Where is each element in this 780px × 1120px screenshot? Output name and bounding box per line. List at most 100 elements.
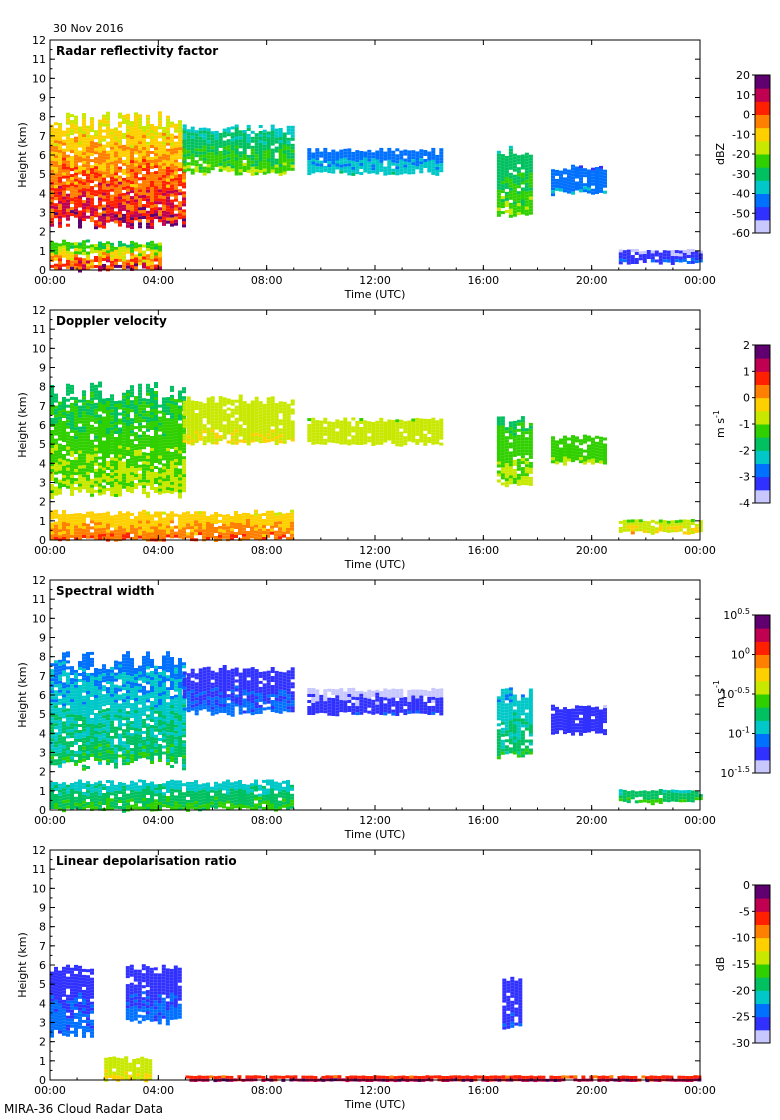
heatmap-cell <box>102 398 106 402</box>
heatmap-cell <box>500 157 505 161</box>
heatmap-cell <box>150 136 154 139</box>
heatmap-cell <box>114 428 118 431</box>
heatmap-cell <box>150 175 154 178</box>
heatmap-cell <box>142 524 146 528</box>
heatmap-cell <box>262 534 266 537</box>
heatmap-cell <box>130 151 134 155</box>
heatmap-cell <box>110 131 114 135</box>
heatmap-cell <box>70 417 74 421</box>
heatmap-cell <box>134 208 138 212</box>
heatmap-cell <box>158 242 162 246</box>
heatmap-cell <box>66 121 70 125</box>
heatmap-cell <box>162 183 166 187</box>
heatmap-cell <box>158 470 162 474</box>
heatmap-cell <box>54 191 58 195</box>
heatmap-cell <box>226 139 231 143</box>
heatmap-cell <box>98 224 102 228</box>
heatmap-cell <box>226 523 230 527</box>
heatmap-cell <box>78 138 82 142</box>
heatmap-cell <box>496 419 501 423</box>
heatmap-cell <box>142 530 146 534</box>
heatmap-cell <box>274 512 278 516</box>
heatmap-cell <box>646 253 651 256</box>
heatmap-cell <box>595 188 599 191</box>
heatmap-cell <box>563 450 567 454</box>
heatmap-cell <box>118 142 122 146</box>
heatmap-cell <box>182 399 186 403</box>
heatmap-cell <box>238 130 243 134</box>
heatmap-cell <box>130 133 134 137</box>
heatmap-cell <box>166 445 170 449</box>
heatmap-cell <box>258 434 263 438</box>
heatmap-cell <box>178 141 182 145</box>
heatmap-cell <box>78 201 82 205</box>
heatmap-cell <box>618 520 623 524</box>
heatmap-cell <box>126 423 130 426</box>
heatmap-cell <box>170 436 174 440</box>
heatmap-cell <box>595 173 599 176</box>
heatmap-cell <box>190 159 195 163</box>
heatmap-cell <box>674 250 679 254</box>
heatmap-cell <box>311 423 316 427</box>
heatmap-cell <box>62 484 66 487</box>
heatmap-cell <box>202 133 207 137</box>
heatmap-cell <box>90 403 94 407</box>
heatmap-cell <box>122 192 126 196</box>
heatmap-cell <box>162 201 166 205</box>
heatmap-cell <box>62 454 66 457</box>
heatmap-cell <box>579 442 583 446</box>
heatmap-cell <box>142 455 146 459</box>
heatmap-cell <box>528 464 533 468</box>
heatmap-cell <box>158 449 162 453</box>
heatmap-cell <box>214 420 219 424</box>
heatmap-cell <box>74 442 78 446</box>
heatmap-cell <box>62 248 66 252</box>
heatmap-cell <box>154 445 158 448</box>
heatmap-cell <box>379 441 384 445</box>
heatmap-cell <box>50 406 54 409</box>
heatmap-cell <box>162 475 166 479</box>
heatmap-cell <box>238 397 243 401</box>
heatmap-cell <box>54 468 58 472</box>
heatmap-cell <box>158 123 162 127</box>
heatmap-cell <box>254 160 259 164</box>
heatmap-cell <box>78 456 82 460</box>
heatmap-cell <box>150 181 154 184</box>
heatmap-cell <box>222 161 227 165</box>
heatmap-cell <box>106 461 110 464</box>
heatmap-cell <box>355 153 360 157</box>
heatmap-cell <box>102 114 106 118</box>
heatmap-cell <box>98 265 102 269</box>
heatmap-cell <box>206 161 211 165</box>
heatmap-cell <box>154 156 158 160</box>
heatmap-cell <box>254 151 259 155</box>
heatmap-cell <box>54 251 58 255</box>
heatmap-cell <box>174 189 178 193</box>
heatmap-cell <box>435 166 440 170</box>
heatmap-cell <box>512 165 517 169</box>
heatmap-cell <box>134 133 138 137</box>
heatmap-cell <box>186 435 191 439</box>
heatmap-cell <box>222 146 227 150</box>
heatmap-cell <box>242 163 247 166</box>
heatmap-cell <box>323 153 328 157</box>
heatmap-cell <box>98 408 102 412</box>
heatmap-cell <box>528 461 533 465</box>
heatmap-cell <box>666 259 671 263</box>
heatmap-cell <box>206 164 211 168</box>
heatmap-cell <box>98 447 102 451</box>
heatmap-cell <box>114 178 118 182</box>
heatmap-cell <box>359 442 364 445</box>
heatmap-cell <box>66 425 70 429</box>
heatmap-cell <box>138 177 142 181</box>
heatmap-cell <box>162 421 166 425</box>
heatmap-cell <box>122 159 126 163</box>
heatmap-cell <box>262 427 267 431</box>
heatmap-cell <box>238 526 242 529</box>
heatmap-cell <box>599 439 603 443</box>
heatmap-cell <box>142 138 146 141</box>
heatmap-region <box>496 416 533 488</box>
heatmap-cell <box>254 399 259 403</box>
heatmap-cell <box>202 166 207 170</box>
heatmap-cell <box>82 209 86 213</box>
